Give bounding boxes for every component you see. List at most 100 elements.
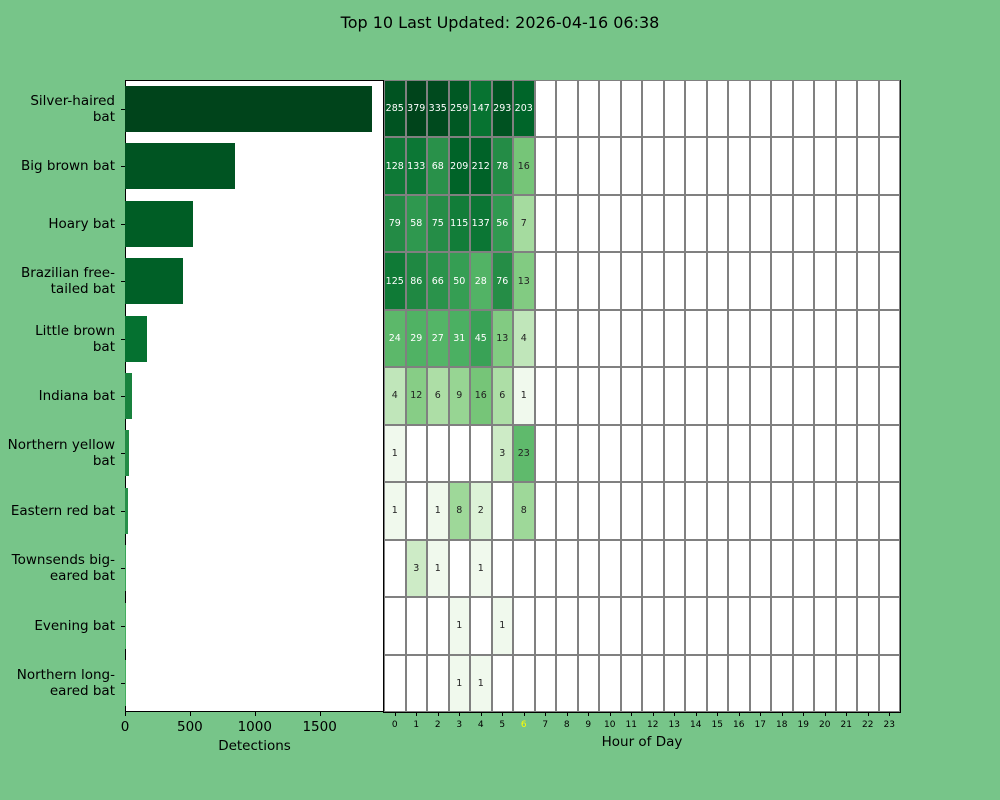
heatmap-cell	[878, 654, 900, 712]
heatmap-cell	[556, 482, 578, 540]
heatmap-cell	[556, 539, 578, 598]
hour-tick-mark	[674, 712, 676, 716]
heatmap-cell	[814, 654, 836, 712]
hour-tick-label: 4	[477, 720, 484, 730]
y-tick-label-line: eared bat	[49, 683, 115, 700]
heatmap-cell	[857, 539, 879, 598]
hour-tick-mark	[588, 712, 590, 716]
hour-tick-label: 12	[647, 720, 659, 730]
heatmap-cell	[792, 539, 814, 598]
heatmap-cell: 3	[491, 424, 513, 483]
heatmap-cell: 13	[513, 252, 535, 310]
heatmap-cell: 28	[470, 252, 492, 310]
heatmap-cell	[427, 654, 449, 712]
heatmap-cell	[685, 80, 707, 138]
heatmap-cell	[642, 367, 664, 425]
heatmap-cell: 1	[384, 424, 406, 483]
hour-tick-label: 3	[456, 720, 463, 730]
heatmap-cell	[642, 539, 664, 598]
hour-tick-label: 17	[754, 720, 766, 730]
hour-tick-label: 18	[776, 720, 788, 730]
heatmap-cell: 29	[405, 309, 427, 368]
hour-tick-mark	[760, 712, 762, 716]
heatmap-cell: 1	[448, 597, 470, 655]
heatmap-cell	[448, 424, 470, 483]
y-tick-label: Indiana bat	[39, 388, 115, 404]
heatmap-cell	[771, 539, 793, 598]
heatmap-cell	[685, 539, 707, 598]
heatmap-cell: 1	[470, 654, 492, 712]
heatmap-cell	[599, 424, 621, 483]
bar	[125, 545, 126, 592]
y-tick-mark	[121, 223, 125, 225]
hour-tick-label: 20	[819, 720, 831, 730]
heatmap-cell	[706, 80, 728, 138]
hour-tick-mark	[867, 712, 869, 716]
y-tick-label-line: Big brown bat	[21, 158, 115, 175]
heatmap-cell	[771, 367, 793, 425]
heatmap-cell: 335	[427, 80, 449, 138]
heatmap-cell	[878, 80, 900, 138]
heatmap-cell	[749, 539, 771, 598]
heatmap-cell	[835, 80, 857, 138]
hour-tick-mark	[631, 712, 633, 716]
y-tick-label-line: Northern long-	[16, 667, 115, 684]
heatmap-cell	[663, 137, 685, 195]
heatmap-cell: 45	[470, 309, 492, 368]
heatmap-cell	[642, 194, 664, 253]
bar	[125, 487, 128, 534]
heatmap-cell	[792, 80, 814, 138]
x-tick-mark	[189, 712, 191, 716]
heatmap-cell	[534, 252, 556, 310]
heatmap-cell	[620, 597, 642, 655]
heatmap-cell	[706, 424, 728, 483]
heatmap-cell	[728, 539, 750, 598]
hour-tick-mark	[717, 712, 719, 716]
heatmap-cell	[513, 597, 535, 655]
heatmap-cell: 115	[448, 194, 470, 253]
hour-tick-mark	[738, 712, 740, 716]
heatmap-cell: 8	[513, 482, 535, 540]
bar	[125, 373, 132, 419]
y-tick-mark	[121, 625, 125, 627]
heatmap-cell	[642, 424, 664, 483]
heatmap-cell	[835, 137, 857, 195]
x-tick-label: 1000	[237, 719, 272, 735]
heatmap-cell	[577, 597, 599, 655]
heatmap-cell: 2	[470, 482, 492, 540]
hour-tick-mark	[824, 712, 826, 716]
heatmap-cell	[771, 309, 793, 368]
heatmap-cell	[405, 424, 427, 483]
bar	[125, 430, 129, 477]
heatmap-cell: 16	[470, 367, 492, 425]
hour-tick-mark	[803, 712, 805, 716]
y-tick-mark	[121, 510, 125, 512]
heatmap-cell	[728, 309, 750, 368]
heatmap-cell	[857, 137, 879, 195]
heatmap-cell	[577, 309, 599, 368]
heatmap-cell	[857, 597, 879, 655]
heatmap-cell	[556, 424, 578, 483]
heatmap-cell	[792, 482, 814, 540]
heatmap-cell	[663, 194, 685, 253]
heatmap-cell	[706, 654, 728, 712]
heatmap-cell	[534, 482, 556, 540]
heatmap-cell	[835, 424, 857, 483]
heatmap-cell	[534, 194, 556, 253]
heatmap-cell	[857, 482, 879, 540]
heatmap-cell	[728, 597, 750, 655]
y-tick-mark	[121, 108, 125, 110]
heatmap-cell	[814, 137, 836, 195]
hour-tick-mark	[480, 712, 482, 716]
heatmap-cell	[534, 654, 556, 712]
heatmap-cell	[814, 597, 836, 655]
heatmap-cell: 23	[513, 424, 535, 483]
heatmap-cell	[857, 654, 879, 712]
y-tick-label-line: Eastern red bat	[10, 502, 115, 519]
x-axis-label: Detections	[218, 738, 291, 754]
heatmap-cell	[749, 367, 771, 425]
heatmap-cell	[513, 654, 535, 712]
hour-tick-mark	[416, 712, 418, 716]
heatmap-cell	[878, 539, 900, 598]
x-tick-mark	[254, 712, 256, 716]
